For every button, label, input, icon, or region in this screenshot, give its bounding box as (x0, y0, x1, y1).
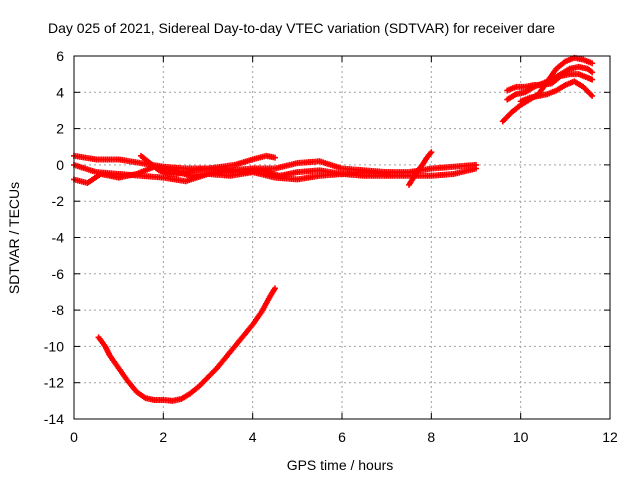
y-tick-label: -4 (52, 230, 65, 246)
series-arc-i (504, 71, 596, 94)
y-tick-label: -2 (52, 193, 65, 209)
data-point (383, 170, 390, 177)
x-tick-label: 4 (249, 429, 257, 445)
y-tick-label: 4 (56, 84, 64, 100)
x-tick-label: 2 (159, 429, 167, 445)
plot-frame (73, 55, 611, 420)
series-arc-f (95, 285, 278, 404)
chart-title: Day 025 of 2021, Sidereal Day-to-day VTE… (48, 20, 555, 36)
series-arc-c (71, 163, 390, 187)
y-tick-label: -14 (44, 411, 64, 427)
y-tick-label: 0 (56, 157, 64, 173)
series-arc-d (138, 152, 278, 177)
y-tick-label: -6 (52, 266, 65, 282)
data-point (272, 154, 278, 161)
y-tick-label: -12 (44, 375, 64, 391)
y-tick-label: -10 (44, 338, 64, 354)
data-point (428, 149, 435, 156)
grid (74, 56, 610, 419)
y-tick-label: -8 (52, 302, 65, 318)
x-tick-label: 8 (427, 429, 435, 445)
data-point (589, 69, 596, 76)
y-tick-label: 6 (56, 48, 64, 64)
series-arc-e (406, 149, 435, 188)
y-tick-label: 2 (56, 121, 64, 137)
data-point (589, 76, 596, 83)
data-point (589, 92, 596, 99)
data-point (589, 60, 596, 67)
y-axis-label: SDTVAR / TECUs (6, 182, 22, 294)
x-tick-label: 10 (513, 429, 529, 445)
x-tick-label: 12 (602, 429, 618, 445)
series-arc-j (517, 78, 596, 105)
data-point (272, 285, 278, 292)
data-points (71, 54, 596, 404)
x-tick-label: 6 (338, 429, 346, 445)
x-tick-label: 0 (70, 429, 78, 445)
data-point (473, 165, 479, 172)
x-axis-label: GPS time / hours (287, 457, 394, 473)
